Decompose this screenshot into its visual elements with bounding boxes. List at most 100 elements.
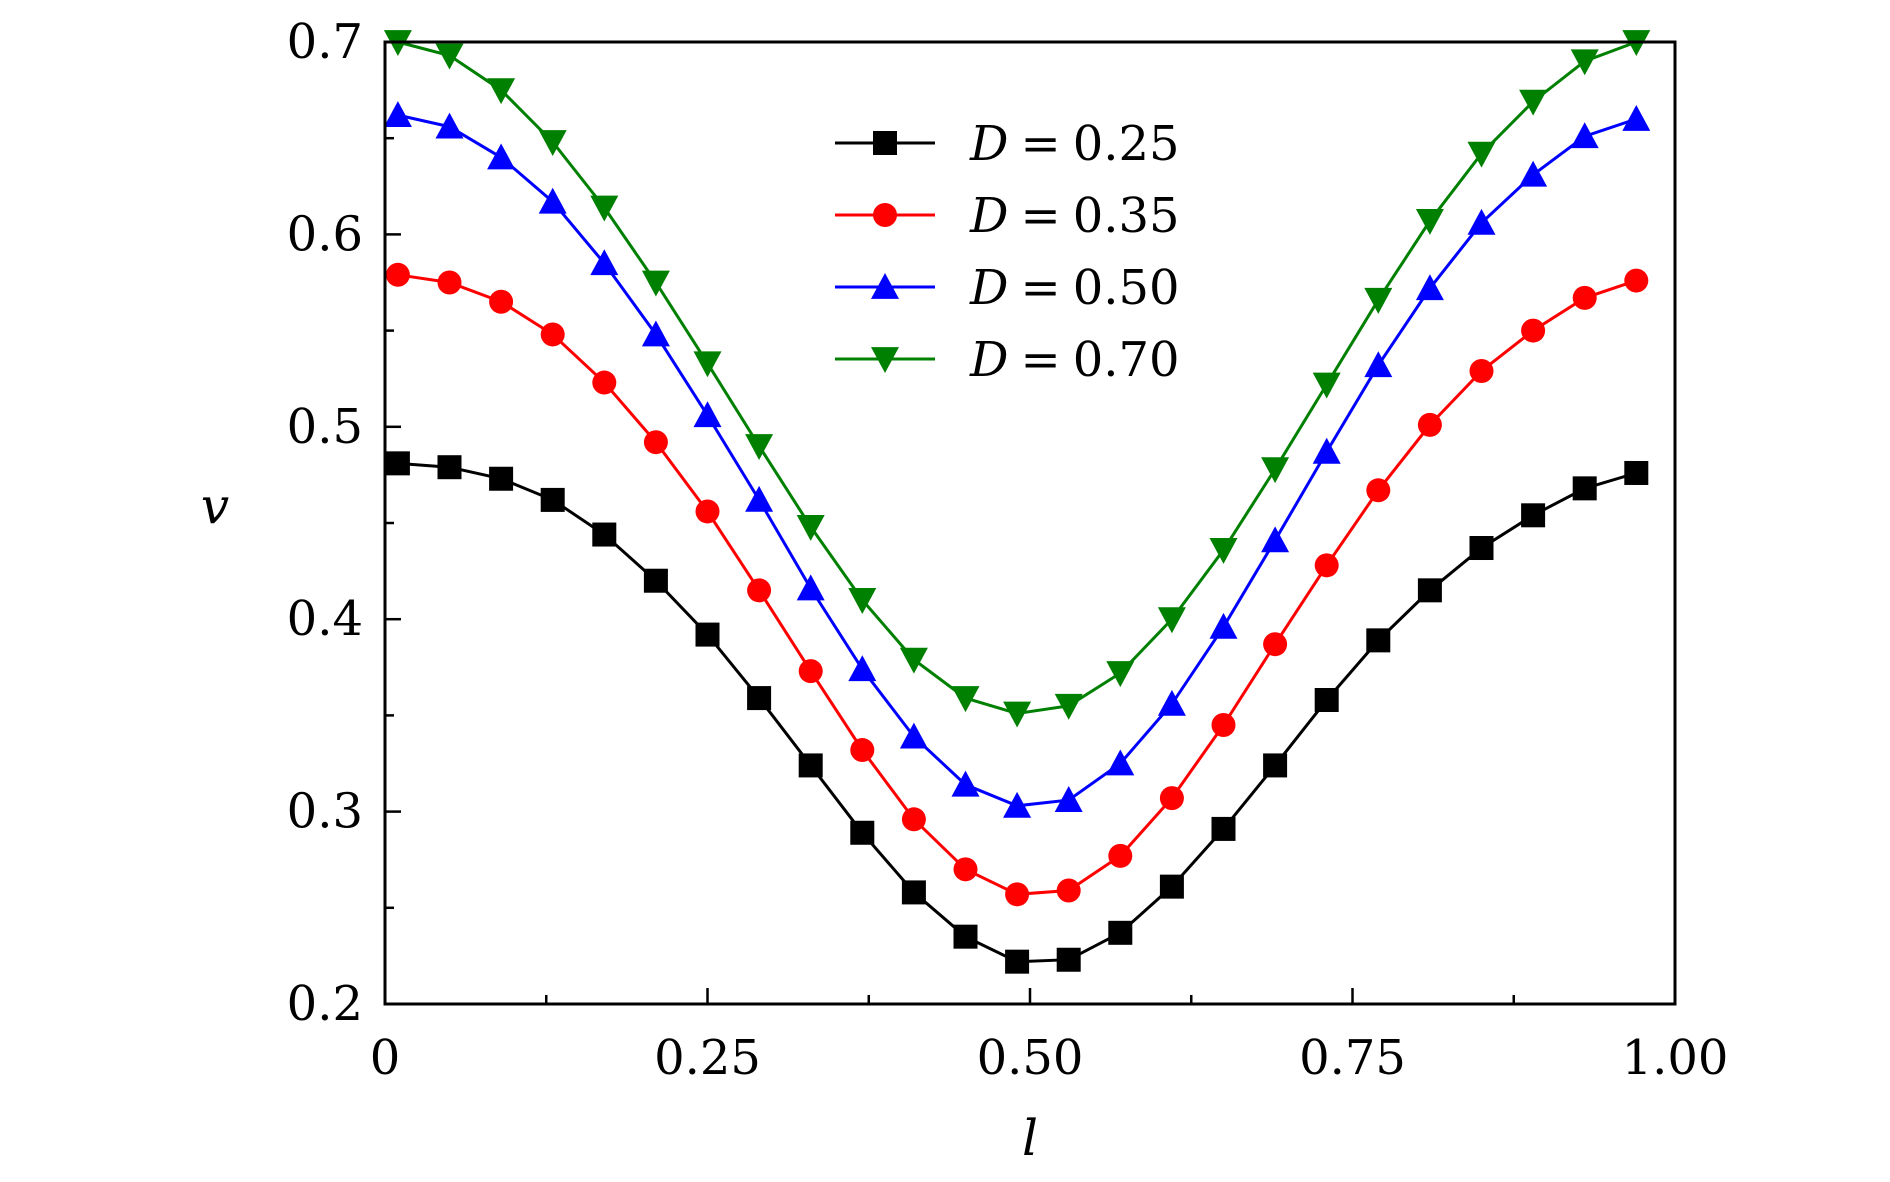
x-tick-label: 0.25 bbox=[654, 1030, 761, 1086]
data-point bbox=[643, 430, 668, 455]
data-point bbox=[695, 499, 720, 524]
legend-label: D = 0.35 bbox=[969, 188, 1180, 244]
data-point bbox=[1521, 503, 1546, 528]
y-tick-label: 0.7 bbox=[287, 14, 363, 70]
data-point bbox=[1570, 49, 1599, 76]
data-point bbox=[487, 143, 516, 170]
data-point bbox=[383, 101, 412, 128]
data-point bbox=[1159, 874, 1184, 899]
data-point bbox=[1417, 412, 1442, 437]
data-point bbox=[1211, 713, 1236, 738]
data-point bbox=[899, 647, 928, 674]
data-point bbox=[899, 722, 928, 749]
data-point bbox=[1003, 701, 1032, 728]
data-point bbox=[592, 370, 617, 395]
data-point bbox=[1415, 274, 1444, 301]
legend-entry: D = 0.35 bbox=[835, 188, 1180, 244]
data-point bbox=[901, 880, 926, 905]
data-point bbox=[1056, 878, 1081, 903]
data-point bbox=[1106, 661, 1135, 688]
data-point bbox=[848, 588, 877, 614]
y-axis-title: v bbox=[201, 477, 229, 535]
x-tick-label: 0.75 bbox=[1299, 1030, 1406, 1086]
data-point bbox=[1157, 689, 1186, 716]
data-point bbox=[1209, 538, 1238, 564]
data-point bbox=[951, 686, 980, 713]
data-point bbox=[1005, 882, 1030, 907]
data-point bbox=[747, 578, 772, 603]
data-point bbox=[693, 401, 722, 428]
data-point bbox=[1106, 749, 1135, 776]
x-tick-label: 1.00 bbox=[1622, 1030, 1729, 1086]
data-point bbox=[437, 455, 462, 480]
legend-marker bbox=[871, 347, 899, 373]
data-point bbox=[1108, 843, 1133, 868]
tick-labels: 0 0.25 0.50 0.75 1.00 0.2 0.3 0.4 0.5 0.6 0.7 bbox=[287, 14, 1729, 1086]
data-point bbox=[1003, 791, 1032, 818]
data-point bbox=[1521, 318, 1546, 343]
legend-marker bbox=[871, 273, 899, 299]
data-point bbox=[540, 322, 565, 347]
series-1 bbox=[385, 451, 1649, 974]
y-tick-label: 0.4 bbox=[287, 591, 363, 647]
x-tick-label: 0.50 bbox=[977, 1030, 1084, 1086]
y-tick-label: 0.5 bbox=[287, 399, 363, 455]
y-tick-label: 0.2 bbox=[287, 976, 363, 1032]
data-point bbox=[489, 289, 514, 314]
data-point bbox=[643, 568, 668, 593]
data-point bbox=[1572, 285, 1597, 310]
legend-entry: D = 0.70 bbox=[835, 332, 1180, 388]
legend-label: D = 0.25 bbox=[969, 116, 1180, 172]
data-point bbox=[435, 43, 464, 70]
legend-marker bbox=[873, 131, 897, 155]
data-point bbox=[1056, 947, 1081, 972]
data-point bbox=[1622, 104, 1651, 131]
data-point bbox=[1108, 920, 1133, 945]
x-axis-title: l bbox=[1022, 1109, 1038, 1167]
plot-content bbox=[383, 30, 1651, 974]
data-point bbox=[850, 738, 875, 763]
legend-label: D = 0.70 bbox=[969, 332, 1180, 388]
data-point bbox=[1417, 578, 1442, 603]
data-point bbox=[796, 574, 825, 601]
data-point bbox=[1366, 628, 1391, 653]
data-point bbox=[1159, 786, 1184, 811]
data-point bbox=[953, 857, 978, 882]
data-point bbox=[538, 187, 567, 214]
data-point bbox=[1263, 753, 1288, 778]
data-point bbox=[1312, 437, 1341, 464]
data-point bbox=[1314, 688, 1339, 713]
data-point bbox=[1572, 476, 1597, 501]
data-point bbox=[1366, 478, 1391, 503]
plot-frame bbox=[383, 40, 1677, 1006]
data-point bbox=[1312, 372, 1341, 399]
data-point bbox=[1261, 526, 1290, 553]
data-point bbox=[385, 451, 410, 476]
data-point bbox=[1261, 457, 1290, 484]
data-point bbox=[695, 622, 720, 647]
data-point bbox=[1624, 268, 1649, 293]
y-tick-label: 0.3 bbox=[287, 784, 363, 840]
data-point bbox=[1364, 287, 1393, 314]
data-point bbox=[1469, 536, 1494, 561]
data-point bbox=[1624, 460, 1649, 485]
data-point bbox=[798, 753, 823, 778]
data-point bbox=[590, 195, 619, 222]
legend: D = 0.25 D = 0.35 D = 0.50 D = 0.70 bbox=[835, 116, 1180, 388]
data-point bbox=[796, 514, 825, 541]
data-point bbox=[1519, 89, 1548, 116]
data-point bbox=[953, 924, 978, 949]
data-point bbox=[641, 270, 670, 297]
data-point bbox=[590, 249, 619, 276]
data-point bbox=[1054, 786, 1083, 812]
data-point bbox=[1415, 209, 1444, 235]
legend-marker bbox=[873, 203, 897, 227]
data-point bbox=[1469, 359, 1494, 384]
data-point bbox=[745, 434, 774, 461]
data-point bbox=[1314, 553, 1339, 578]
series-line bbox=[397, 40, 1637, 716]
data-point bbox=[1467, 141, 1496, 168]
data-point bbox=[1570, 122, 1599, 149]
data-point bbox=[1209, 612, 1238, 639]
data-point bbox=[538, 130, 567, 157]
